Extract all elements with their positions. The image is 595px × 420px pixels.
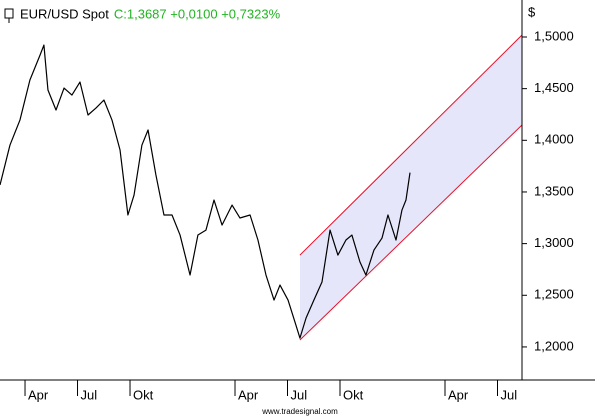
x-tick-label: Apr xyxy=(238,387,259,402)
y-tick-label: 1,5000 xyxy=(534,28,574,43)
footer: www.tradesignal.com xyxy=(261,407,338,416)
y-tick-label: 1,4000 xyxy=(534,132,574,147)
y-tick-label: 1,2500 xyxy=(534,287,574,302)
y-tick-label: 1,3000 xyxy=(534,235,574,250)
channel-line xyxy=(299,34,523,256)
y-tick-label: 1,3500 xyxy=(534,183,574,198)
x-tick-label: Apr xyxy=(28,387,49,402)
y-axis-label: $ xyxy=(528,4,536,19)
chart-subtitle: C:1,3687 +0,0100 +0,7323% xyxy=(114,6,281,21)
x-tick-label: Jul xyxy=(501,387,518,402)
x-tick-label: Jul xyxy=(81,387,98,402)
price-line xyxy=(0,44,411,339)
x-tick-label: Jul xyxy=(291,387,308,402)
channel-area xyxy=(299,35,522,341)
x-tick-label: Okt xyxy=(133,387,154,402)
x-tick-label: Apr xyxy=(448,387,469,402)
x-tick-label: Okt xyxy=(343,387,364,402)
chart-title: EUR/USD Spot xyxy=(20,6,109,21)
channel-line xyxy=(299,124,523,341)
y-tick-label: 1,2000 xyxy=(534,338,574,353)
y-tick-label: 1,4500 xyxy=(534,80,574,95)
